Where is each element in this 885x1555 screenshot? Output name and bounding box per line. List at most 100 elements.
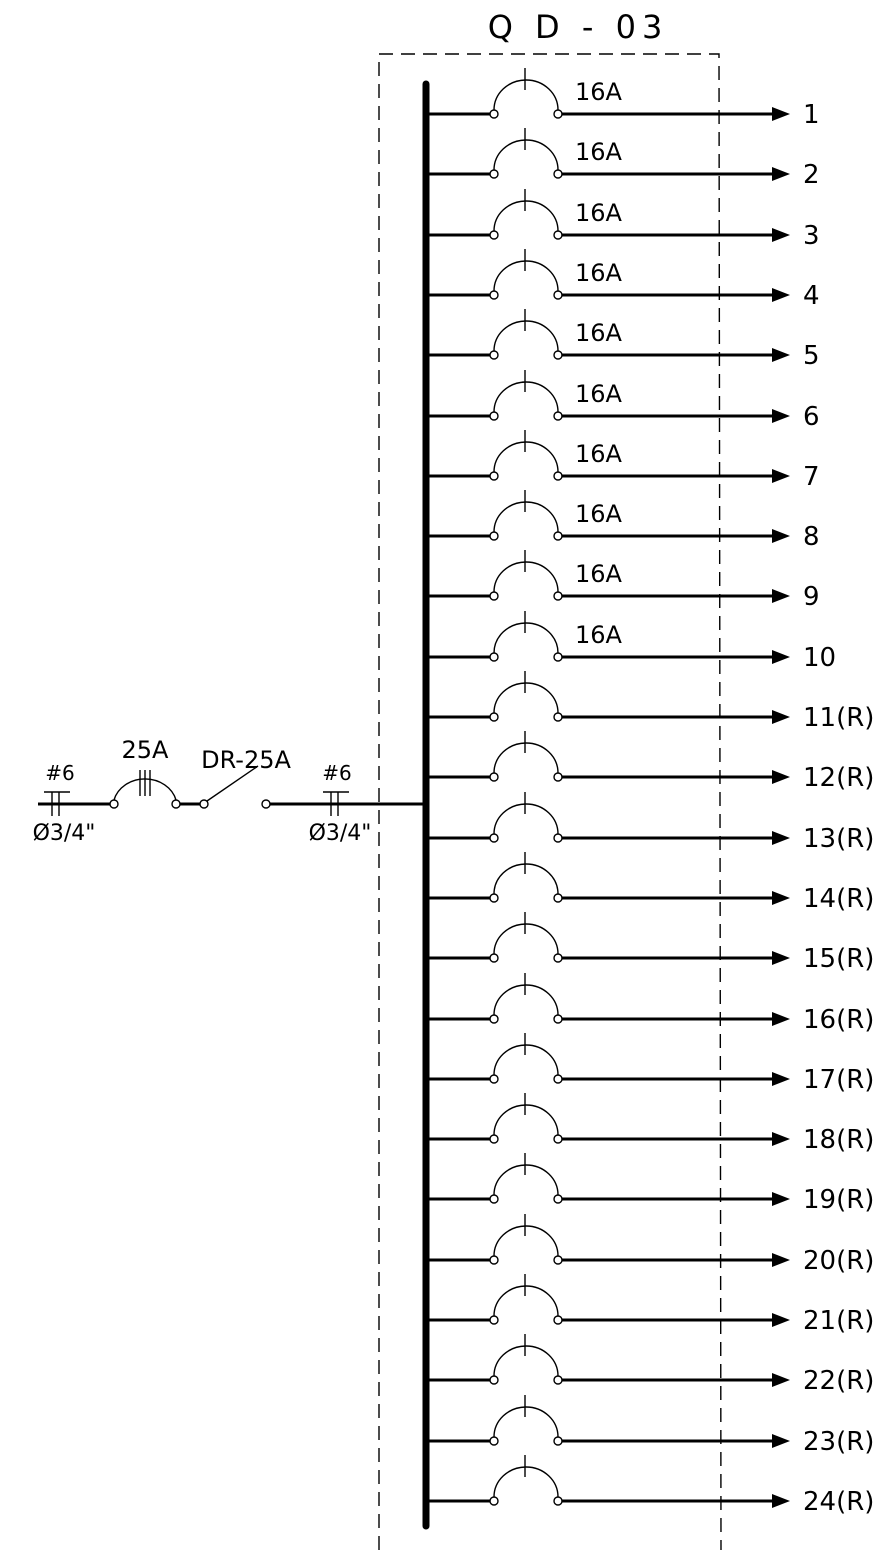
circuit-number: 15(R) [803, 944, 874, 974]
breaker-arc [493, 742, 559, 774]
breaker-terminal [553, 1496, 563, 1506]
circuit-arrow [772, 288, 790, 302]
circuit-number: 8 [803, 522, 820, 552]
circuit-row: 16A 6 [426, 370, 820, 432]
breaker-terminal [489, 1014, 499, 1024]
circuit-arrow [772, 409, 790, 423]
circuit-row: 16A 2 [426, 128, 820, 190]
breaker-terminal [489, 893, 499, 903]
right-wire-gauge: #6 [322, 761, 351, 785]
circuit-number: 21(R) [803, 1306, 874, 1336]
circuit-rating: 16A [575, 440, 623, 468]
circuit-arrow [772, 1072, 790, 1086]
circuit-arrow [772, 167, 790, 181]
circuit-rating: 16A [575, 319, 623, 347]
circuit-number: 10 [803, 643, 836, 673]
circuit-number: 16(R) [803, 1005, 874, 1035]
breaker-terminal [489, 1194, 499, 1204]
circuit-rating: 16A [575, 199, 623, 227]
branch-circuits: 16A116A216A316A416A516A616A716A816A916A1… [426, 68, 874, 1517]
circuit-row: 16A 7 [426, 430, 820, 492]
circuit-row: 16A 9 [426, 550, 820, 612]
breaker-terminal [489, 109, 499, 119]
breaker-terminal [489, 591, 499, 601]
breaker-terminal [489, 1074, 499, 1084]
circuit-number: 5 [803, 341, 820, 371]
circuit-number: 11(R) [803, 703, 874, 733]
breaker-terminal [489, 471, 499, 481]
circuit-arrow [772, 469, 790, 483]
breaker-terminal [553, 109, 563, 119]
circuit-number: 17(R) [803, 1065, 874, 1095]
breaker-arc [493, 1466, 559, 1498]
breaker-arc [493, 200, 559, 232]
circuit-arrow [772, 1132, 790, 1146]
circuit-row: 24(R) [426, 1455, 874, 1517]
breaker-terminal [553, 350, 563, 360]
circuit-arrow [772, 589, 790, 603]
breaker-terminal [489, 712, 499, 722]
circuit-row: 18(R) [426, 1093, 874, 1155]
breaker-terminal [553, 531, 563, 541]
breaker-arc [493, 1345, 559, 1377]
breaker-terminal [489, 531, 499, 541]
circuit-row: 13(R) [426, 792, 874, 854]
circuit-row: 22(R) [426, 1334, 874, 1396]
circuit-row: 16(R) [426, 973, 874, 1035]
breaker-arc [493, 381, 559, 413]
breaker-arc [493, 1406, 559, 1438]
circuit-number: 14(R) [803, 884, 874, 914]
circuit-row: 15(R) [426, 912, 874, 974]
circuit-arrow [772, 1313, 790, 1327]
circuit-arrow [772, 529, 790, 543]
breaker-terminal [553, 1074, 563, 1084]
breaker-terminal [553, 772, 563, 782]
right-conduit-marker [323, 791, 349, 816]
breaker-arc [493, 984, 559, 1016]
circuit-row: 16A 8 [426, 490, 820, 552]
circuit-number: 20(R) [803, 1246, 874, 1276]
breaker-arc [493, 923, 559, 955]
circuit-rating: 16A [575, 621, 623, 649]
breaker-arc [493, 1225, 559, 1257]
circuit-number: 3 [803, 221, 820, 251]
breaker-terminal [489, 772, 499, 782]
left-conduit-marker [44, 791, 70, 816]
circuit-number: 24(R) [803, 1487, 874, 1517]
circuit-number: 7 [803, 462, 820, 492]
breaker-arc [493, 561, 559, 593]
breaker-terminal [489, 1436, 499, 1446]
breaker-arc [493, 682, 559, 714]
main-breaker-rating: 25A [122, 736, 170, 764]
circuit-arrow [772, 348, 790, 362]
circuit-number: 23(R) [803, 1427, 874, 1457]
breaker-terminal [489, 1255, 499, 1265]
circuit-row: 19(R) [426, 1153, 874, 1215]
circuit-row: 23(R) [426, 1395, 874, 1457]
breaker-terminal [489, 290, 499, 300]
circuit-arrow [772, 1253, 790, 1267]
circuit-rating: 16A [575, 78, 623, 106]
breaker-terminal [489, 833, 499, 843]
rcd-label: DR-25A [201, 746, 291, 774]
circuit-rating: 16A [575, 560, 623, 588]
circuit-arrow [772, 831, 790, 845]
left-conduit-size: Ø3/4" [33, 821, 96, 846]
circuit-row: 16A 10 [426, 611, 836, 673]
circuit-number: 4 [803, 281, 820, 311]
circuit-rating: 16A [575, 138, 623, 166]
breaker-terminal [553, 411, 563, 421]
circuit-arrow [772, 951, 790, 965]
breaker-terminal [553, 1375, 563, 1385]
circuit-arrow [772, 770, 790, 784]
circuit-number: 22(R) [803, 1366, 874, 1396]
circuit-number: 13(R) [803, 824, 874, 854]
circuit-rating: 16A [575, 500, 623, 528]
circuit-number: 19(R) [803, 1185, 874, 1215]
breaker-terminal [489, 230, 499, 240]
breaker-terminal [489, 411, 499, 421]
circuit-number: 9 [803, 582, 820, 612]
circuit-row: 21(R) [426, 1274, 874, 1336]
breaker-terminal [553, 230, 563, 240]
